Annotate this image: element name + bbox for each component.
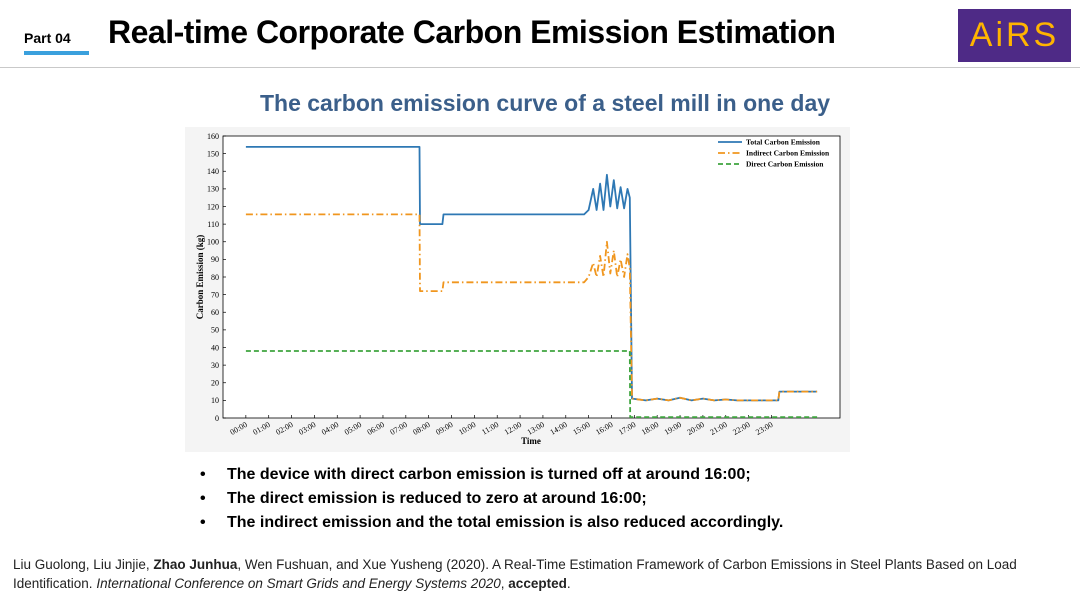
reference-status: accepted (508, 576, 567, 591)
bullet-item: • The device with direct carbon emission … (200, 463, 783, 487)
x-tick-label: 16:00 (594, 420, 614, 437)
x-tick-label: 22:00 (731, 420, 751, 437)
x-axis-label: Time (521, 436, 541, 446)
y-tick-label: 20 (211, 379, 219, 388)
x-tick-label: 13:00 (526, 420, 546, 437)
bullet-item: • The direct emission is reduced to zero … (200, 487, 783, 511)
x-tick-label: 01:00 (251, 420, 271, 437)
x-tick-label: 15:00 (571, 420, 591, 437)
x-tick-label: 08:00 (411, 420, 431, 437)
y-tick-label: 130 (207, 185, 219, 194)
y-tick-label: 100 (207, 238, 219, 247)
x-tick-label: 21:00 (708, 420, 728, 437)
slide-header: Part 04 Real-time Corporate Carbon Emiss… (0, 0, 1080, 68)
y-tick-label: 70 (211, 290, 219, 299)
series-lines (245, 146, 818, 418)
plot-area (222, 135, 841, 419)
x-tick-label: 05:00 (343, 420, 363, 437)
bullet-dot: • (200, 514, 206, 531)
chart-container: 0 10 20 30 40 50 60 70 80 90 100 110 120 130 140 150 160… (185, 127, 850, 452)
reference-venue: International Conference on Smart Grids … (96, 576, 501, 591)
series-line (245, 213, 818, 402)
y-axis-label: Carbon Emission (kg) (195, 235, 205, 320)
y-tick-label: 150 (207, 149, 219, 158)
y-tick-label: 80 (211, 273, 219, 282)
y-tick-label: 50 (211, 326, 219, 335)
reference-sep: , (500, 576, 509, 591)
x-tick-label: 04:00 (320, 420, 340, 437)
airs-logo: AiRS (958, 9, 1071, 62)
bullet-item: • The indirect emission and the total emi… (200, 511, 783, 535)
y-tick-label: 110 (207, 220, 219, 229)
bullet-text: The indirect emission and the total emis… (227, 514, 784, 531)
x-tick-label: 20:00 (686, 420, 706, 437)
part-label: Part 04 (24, 30, 71, 46)
x-tick-label: 14:00 (548, 420, 568, 437)
bullet-text: The direct emission is reduced to zero a… (227, 490, 647, 507)
x-tick-label: 02:00 (274, 420, 294, 437)
bullet-list: • The device with direct carbon emission … (200, 463, 783, 535)
reference-authors: Liu Guolong, Liu Jinjie, (13, 557, 154, 572)
x-tick-label: 00:00 (229, 420, 249, 437)
y-tick-label: 140 (207, 167, 219, 176)
reference-end: . (566, 576, 571, 591)
y-tick-label: 10 (211, 396, 219, 405)
x-tick-label: 17:00 (617, 420, 637, 437)
y-axis: 0 10 20 30 40 50 60 70 80 90 100 110 120 130 140 150 160 (207, 132, 226, 423)
legend-label: Direct Carbon Emission (746, 160, 824, 169)
reference-citation: Liu Guolong, Liu Jinjie, Zhao Junhua, We… (13, 555, 1071, 593)
x-tick-label: 23:00 (754, 420, 774, 437)
chart-title: The carbon emission curve of a steel mil… (259, 90, 831, 116)
x-tick-label: 10:00 (457, 420, 477, 437)
reference-highlight-author: Zhao Junhua (153, 557, 238, 572)
x-tick-label: 07:00 (389, 420, 409, 437)
x-tick-label: 03:00 (297, 420, 317, 437)
y-tick-label: 30 (211, 361, 219, 370)
carbon-emission-chart: 0 10 20 30 40 50 60 70 80 90 100 110 120 130 140 150 160… (195, 132, 841, 446)
series-line (245, 146, 818, 402)
x-tick-label: 18:00 (640, 420, 660, 437)
x-tick-label: 11:00 (480, 420, 500, 437)
series-line (245, 350, 818, 418)
x-tick-label: 09:00 (434, 420, 454, 437)
x-tick-label: 06:00 (366, 420, 386, 437)
part-underline (24, 51, 89, 55)
bullet-text: The device with direct carbon emission i… (227, 466, 751, 483)
legend-label: Total Carbon Emission (746, 138, 821, 147)
header-divider (0, 67, 1080, 68)
bullet-dot: • (200, 466, 206, 483)
slide-title: Real-time Corporate Carbon Emission Esti… (108, 14, 836, 50)
x-tick-label: 12:00 (503, 420, 523, 437)
legend: Total Carbon Emission Indirect Carbon Emi… (718, 138, 830, 169)
x-tick-label: 19:00 (663, 420, 683, 437)
reference-title: , Wen Fushuan, and Xue Yusheng (2020). A… (13, 557, 1017, 591)
y-tick-label: 90 (211, 255, 219, 264)
y-tick-label: 0 (215, 414, 219, 423)
legend-label: Indirect Carbon Emission (746, 149, 830, 158)
y-tick-label: 160 (207, 132, 219, 141)
y-tick-label: 60 (211, 308, 219, 317)
bullet-dot: • (200, 490, 206, 507)
y-tick-label: 120 (207, 202, 219, 211)
y-tick-label: 40 (211, 343, 219, 352)
